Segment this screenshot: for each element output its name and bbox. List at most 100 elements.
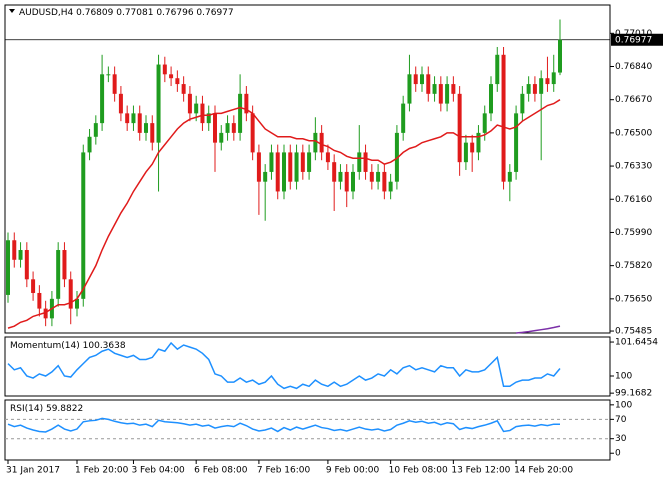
indicator-name: RSI(14): [10, 404, 43, 414]
candle-body: [313, 132, 318, 153]
candle-body: [137, 113, 142, 133]
candle-body: [357, 152, 362, 172]
candle-body: [463, 142, 468, 163]
candle-body: [244, 93, 249, 114]
candle-body: [18, 250, 23, 260]
candle-body: [181, 84, 186, 94]
candle-body: [175, 78, 180, 85]
x-tick-label: 13 Feb 12:00: [451, 466, 510, 476]
candle-body: [256, 152, 261, 182]
moving-average: [516, 325, 561, 334]
candle-body: [93, 123, 98, 137]
candle-body: [495, 54, 500, 85]
candle-body: [75, 298, 79, 309]
candle-body: [319, 132, 324, 153]
candle-body: [451, 84, 456, 94]
candle-body: [87, 136, 92, 153]
candle-body: [363, 152, 368, 172]
candle-body: [514, 113, 519, 172]
y-tick-label: 0.75650: [615, 294, 652, 304]
candle-body: [501, 54, 506, 182]
candle-body: [457, 93, 462, 163]
candle-body: [269, 152, 274, 172]
candle-body: [294, 152, 299, 182]
candle-body: [413, 74, 418, 85]
candle-body: [156, 64, 161, 143]
candle-body: [144, 123, 148, 133]
open: 0.76809: [76, 8, 113, 18]
candle-body: [507, 171, 512, 182]
candle-body: [225, 123, 230, 133]
candle-body: [369, 171, 374, 182]
indicator-name: Momentum(14): [10, 341, 80, 351]
indicator-line: [7, 341, 561, 390]
symbol-header: AUDUSD,H4 0.76809 0.77081 0.76796 0.7697…: [19, 8, 234, 18]
candle-body: [551, 72, 556, 85]
y-tick-label: 101.6454: [615, 338, 658, 348]
rsi-frame: [4, 399, 611, 461]
x-tick-label: 31 Jan 2017: [6, 466, 60, 476]
candle-body: [344, 171, 349, 192]
candle-body: [275, 152, 280, 192]
candle-body: [62, 250, 67, 280]
y-tick-label: 0.76840: [615, 62, 652, 72]
y-tick-label: 0: [615, 449, 621, 459]
candle-body: [482, 113, 487, 133]
candle-body: [545, 78, 550, 85]
candle-body: [489, 84, 493, 114]
candle-body: [263, 171, 268, 182]
candle-body: [520, 93, 525, 114]
candle-body: [532, 84, 537, 94]
candle-body: [332, 162, 337, 182]
main-frame: [4, 4, 611, 334]
y-tick-label: 0.76500: [615, 128, 652, 138]
momentum-title: Momentum(14) 100.3638: [10, 341, 126, 351]
symbol: AUDUSD,H4: [19, 8, 74, 18]
x-tick-label: 1 Feb 20:00: [75, 466, 129, 476]
candle-body: [187, 93, 192, 114]
candle-body: [169, 74, 174, 79]
y-tick-label: 0.76330: [615, 162, 652, 172]
y-tick-label: 70: [615, 415, 627, 425]
candle-body: [307, 152, 312, 172]
y-tick-label: 0.76670: [615, 95, 652, 105]
y-tick-label: 99.1682: [615, 389, 652, 399]
candle-body: [125, 113, 130, 124]
candle-body: [470, 142, 475, 153]
candle-body: [282, 152, 286, 192]
candle-body: [68, 279, 73, 309]
y-tick-label: 0.75990: [615, 228, 652, 238]
candle-body: [376, 171, 381, 182]
x-tick-label: 9 Feb 00:00: [326, 466, 380, 476]
indicator-value: 59.8822: [46, 404, 83, 414]
candle-body: [526, 84, 531, 94]
candle-body: [219, 132, 224, 143]
candle-body: [238, 93, 243, 133]
candle-body: [206, 113, 211, 124]
high: 0.77081: [116, 8, 153, 18]
candle-body: [43, 308, 48, 319]
candle-body: [56, 250, 61, 299]
candle-body: [539, 78, 544, 94]
candle-body: [401, 103, 406, 133]
candle-body: [388, 181, 393, 192]
candle-body: [338, 171, 343, 182]
x-tick-label: 14 Feb 20:00: [514, 466, 573, 476]
candle-body: [162, 64, 167, 75]
rsi-title: RSI(14) 59.8822: [10, 404, 83, 414]
y-tick-label: 30: [615, 434, 627, 444]
candle-body: [194, 103, 199, 114]
candle-body: [351, 171, 355, 192]
moving-average: [7, 99, 561, 329]
y-tick-label: 100: [615, 400, 632, 410]
candle-body: [382, 171, 387, 192]
indicator-value: 100.3638: [83, 341, 126, 351]
candle-body: [31, 279, 36, 293]
candle-body: [118, 93, 123, 114]
candle-body: [12, 240, 17, 260]
x-tick-label: 10 Feb 08:00: [389, 466, 448, 476]
candle-body: [6, 240, 10, 295]
momentum-frame: [4, 336, 611, 397]
